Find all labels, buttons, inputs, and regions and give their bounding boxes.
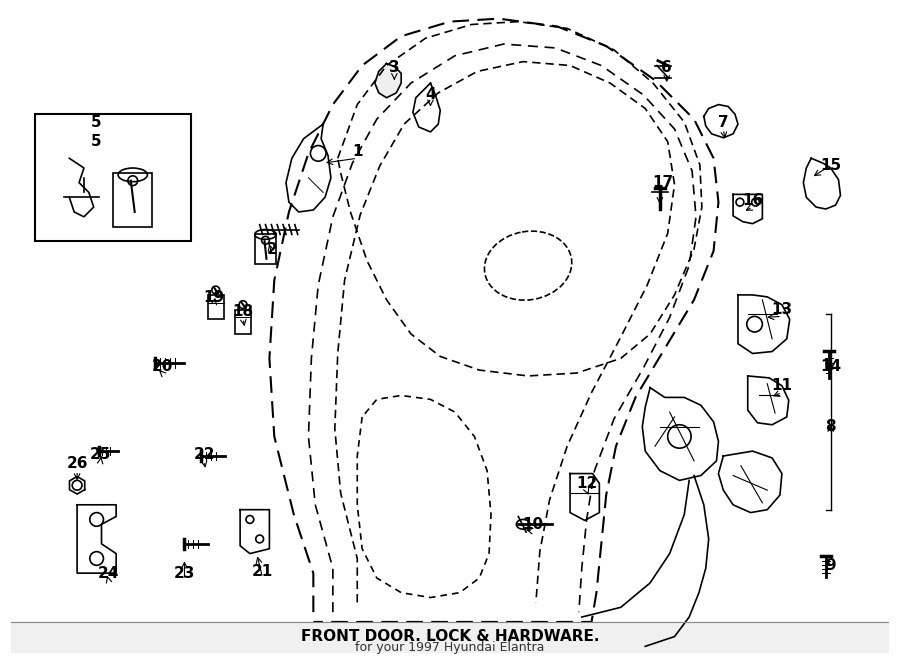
Text: 13: 13 [771, 302, 793, 317]
Text: 5: 5 [91, 115, 102, 130]
Text: 3: 3 [389, 60, 400, 75]
Text: 14: 14 [820, 359, 842, 373]
Text: 17: 17 [652, 175, 673, 190]
Text: 9: 9 [825, 558, 836, 573]
Bar [255, 234, 276, 263]
Text: 5: 5 [91, 134, 102, 149]
Text: 20: 20 [151, 359, 173, 373]
Text: 10: 10 [522, 517, 544, 532]
Bar [235, 310, 251, 334]
Text: 18: 18 [232, 304, 254, 319]
Text: FRONT DOOR. LOCK & HARDWARE.: FRONT DOOR. LOCK & HARDWARE. [301, 629, 599, 644]
Text: 19: 19 [203, 291, 224, 305]
Text: 2: 2 [267, 242, 278, 257]
Text: 26: 26 [67, 456, 88, 471]
Text: 25: 25 [90, 447, 112, 461]
Text: 23: 23 [174, 565, 195, 581]
Text: 21: 21 [252, 563, 274, 579]
Text: 16: 16 [742, 193, 763, 208]
Polygon shape [374, 64, 401, 98]
Bar [208, 295, 223, 319]
Bar [113, 173, 152, 226]
Text: 11: 11 [771, 378, 792, 393]
Text: 22: 22 [194, 447, 215, 461]
Text: 12: 12 [576, 476, 598, 491]
Text: 4: 4 [425, 87, 436, 103]
Text: for your 1997 Hyundai Elantra: for your 1997 Hyundai Elantra [356, 641, 544, 654]
Text: 8: 8 [825, 419, 836, 434]
Text: 6: 6 [662, 60, 672, 75]
Text: 1: 1 [352, 144, 363, 159]
Text: 24: 24 [97, 565, 119, 581]
Bar [35, 115, 192, 241]
Text: 7: 7 [718, 115, 729, 130]
Bar [11, 622, 889, 653]
Text: 15: 15 [820, 158, 842, 173]
